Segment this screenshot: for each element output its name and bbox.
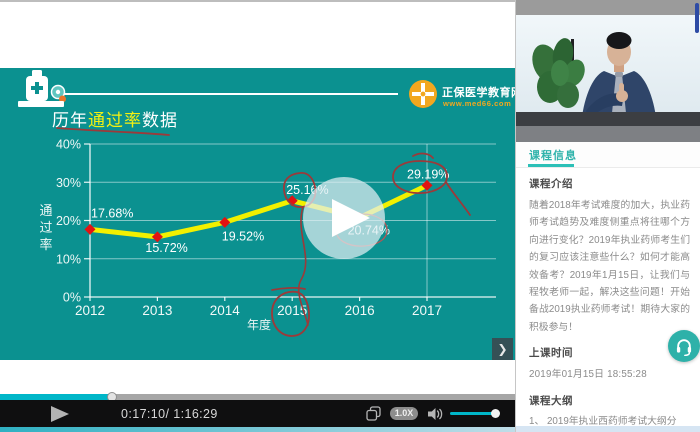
svg-text:年度: 年度 <box>247 317 271 332</box>
svg-text:2012: 2012 <box>75 303 105 318</box>
svg-text:40%: 40% <box>56 138 81 152</box>
svg-text:17.68%: 17.68% <box>91 206 133 220</box>
course-sidebar: 课程信息 课程介绍 随着2018年考试难度的加大，执业药师考试趋势及难度侧重点将… <box>515 0 700 432</box>
slide-title-part3: 数据 <box>142 111 178 130</box>
volume-thumb[interactable] <box>491 409 501 418</box>
intro-heading: 课程介绍 <box>529 178 573 190</box>
logo-icon <box>408 79 438 114</box>
pharmacy-icon <box>14 68 72 110</box>
sidebar-content: 课程介绍 随着2018年考试难度的加大，执业药师考试趋势及难度侧重点将往哪个方向… <box>516 168 700 426</box>
svg-text:2017: 2017 <box>412 303 442 318</box>
time-display: 0:17:10/ 1:16:29 <box>121 406 218 421</box>
plant <box>532 38 585 108</box>
slide-title: 历年通过率数据 <box>52 106 178 131</box>
speaker-icon <box>428 407 443 420</box>
svg-text:通: 通 <box>39 203 52 218</box>
instructor-video-bottom-bar <box>516 126 700 142</box>
svg-text:率: 率 <box>39 237 52 252</box>
player-bottom-strip <box>0 427 515 432</box>
sidebar-top-bar <box>516 0 700 15</box>
tab-course-info[interactable]: 课程信息 <box>529 150 577 162</box>
logo-url: www.med66.com <box>443 99 512 108</box>
slide-title-highlight: 通过率 <box>88 111 142 130</box>
svg-text:15.72%: 15.72% <box>145 241 187 255</box>
schedule-value: 2019年01月15日 18:55:28 <box>529 369 647 381</box>
lecture-slide: 历年通过率数据 正保医学教育网 www.med66.com 0% 10% 20% 30… <box>0 68 515 360</box>
svg-text:19.52%: 19.52% <box>222 229 264 243</box>
tab-active-underline <box>528 164 574 167</box>
play-button[interactable] <box>51 405 69 422</box>
video-player-area: 历年通过率数据 正保医学教育网 www.med66.com 0% 10% 20% 30… <box>0 0 515 432</box>
svg-text:2015: 2015 <box>277 303 307 318</box>
outline-item: 1、 2019年执业西药师考试大纲分析； <box>529 416 677 426</box>
svg-text:29.19%: 29.19% <box>407 167 449 181</box>
sidebar-bottom-strip <box>516 426 700 432</box>
logo-name: 正保医学教育网 <box>442 87 515 99</box>
svg-text:2014: 2014 <box>210 303 241 318</box>
screenshot-button[interactable] <box>366 406 381 421</box>
schedule-heading: 上课时间 <box>529 347 573 360</box>
svg-text:0%: 0% <box>63 291 81 305</box>
outline-heading: 课程大纲 <box>529 395 573 408</box>
slide-title-part1: 历年 <box>52 111 88 130</box>
sidebar-tab-bar: 课程信息 <box>516 142 700 168</box>
play-overlay-button[interactable] <box>303 177 385 259</box>
svg-text:2016: 2016 <box>345 303 375 318</box>
play-overlay-icon <box>332 199 370 237</box>
customer-support-button[interactable] <box>668 330 700 362</box>
player-control-bar: 0:17:10/ 1:16:29 1.0X <box>0 400 515 427</box>
svg-text:过: 过 <box>39 220 52 235</box>
svg-text:30%: 30% <box>56 176 81 190</box>
svg-text:10%: 10% <box>56 252 81 266</box>
svg-text:2013: 2013 <box>142 303 172 318</box>
progress-fill <box>0 394 113 400</box>
playback-speed-button[interactable]: 1.0X <box>390 407 418 420</box>
next-slide-button[interactable]: ❯ <box>492 338 513 360</box>
intro-text: 随着2018年考试难度的加大，执业药师考试趋势及难度侧重点将往哪个方向进行变化？… <box>529 200 690 333</box>
screenshot-icon <box>366 406 381 421</box>
header-line <box>64 93 398 95</box>
headset-icon <box>676 339 692 356</box>
volume-button[interactable] <box>428 407 443 421</box>
scrollbar-thumb[interactable] <box>695 3 699 33</box>
svg-text:20%: 20% <box>56 214 81 228</box>
next-icon: ❯ <box>497 342 508 356</box>
top-border <box>0 0 515 2</box>
volume-slider[interactable] <box>450 409 501 418</box>
instructor-video <box>516 15 700 126</box>
desk <box>516 112 700 126</box>
